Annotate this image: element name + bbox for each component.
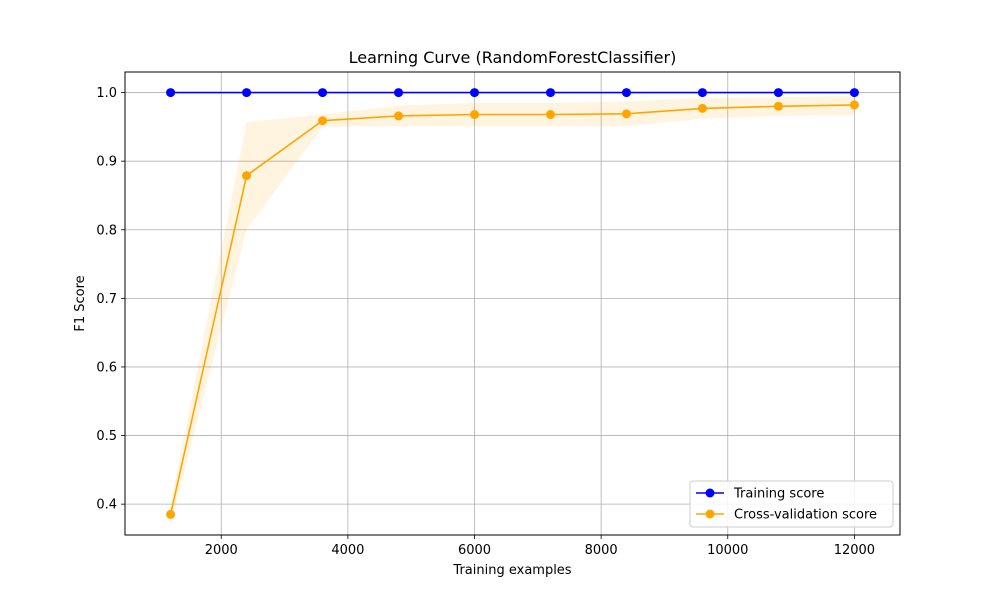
data-point [697, 103, 707, 113]
data-point [242, 171, 252, 181]
x-tick-label: 12000 [834, 543, 875, 558]
chart-title: Learning Curve (RandomForestClassifier) [349, 48, 677, 67]
data-point [621, 88, 631, 98]
data-point [242, 88, 252, 98]
legend-box [689, 480, 894, 528]
data-point [773, 101, 783, 111]
data-point [849, 88, 859, 98]
data-point [697, 88, 707, 98]
axis-ticks: 2000 4000 6000 8000 10000 12000 0.4 0.5 0.6 0.7 0.… [96, 86, 875, 558]
y-tick-label: 0.6 [96, 360, 117, 375]
legend-marker [705, 509, 715, 519]
data-point [849, 100, 859, 110]
y-tick-label: 0.8 [96, 223, 117, 238]
data-point [394, 88, 404, 98]
series-line [169, 104, 855, 515]
data-point [545, 88, 555, 98]
data-point [545, 110, 555, 120]
data-point [773, 88, 783, 98]
series-lines [166, 88, 859, 519]
y-tick-label: 0.5 [96, 429, 117, 444]
y-tick-label: 1.0 [96, 86, 117, 101]
data-point [166, 88, 176, 98]
x-tick-label: 6000 [458, 543, 491, 558]
x-tick-label: 8000 [585, 543, 618, 558]
legend-label: Training score [733, 487, 824, 502]
data-point [318, 116, 328, 126]
y-tick-label: 0.9 [96, 155, 117, 170]
x-axis-label: Training examples [452, 563, 571, 578]
data-point [621, 109, 631, 119]
data-point [470, 88, 480, 98]
legend: Training score Cross-validation score [689, 480, 894, 528]
y-tick-label: 0.4 [96, 498, 117, 513]
y-axis-label: F1 Score [73, 275, 88, 331]
plot-frame [124, 71, 901, 536]
data-point [318, 88, 328, 98]
x-tick-label: 4000 [331, 543, 364, 558]
x-tick-label: 10000 [707, 543, 748, 558]
data-point [166, 509, 176, 519]
data-point [394, 111, 404, 121]
legend-marker [705, 488, 715, 498]
legend-label: Cross-validation score [734, 508, 877, 523]
data-point [470, 110, 480, 120]
y-tick-label: 0.7 [96, 292, 117, 307]
x-tick-label: 2000 [205, 543, 238, 558]
